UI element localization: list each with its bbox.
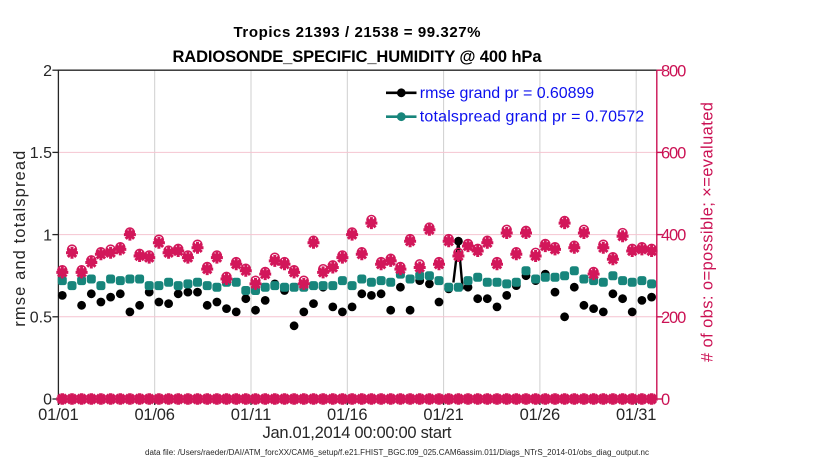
svg-text:01/21: 01/21 <box>423 406 464 424</box>
svg-text:01/01: 01/01 <box>38 406 79 424</box>
svg-text:totalspread grand pr = 0.70572: totalspread grand pr = 0.70572 <box>420 109 644 126</box>
svg-text:data file: /Users/raeder/DAI/A: data file: /Users/raeder/DAI/ATM_forcXX/… <box>145 448 649 457</box>
svg-text:800: 800 <box>661 62 686 80</box>
svg-text:Jan.01,2014 00:00:00 start: Jan.01,2014 00:00:00 start <box>263 424 452 442</box>
svg-text:01/16: 01/16 <box>327 406 368 424</box>
svg-text:1: 1 <box>43 227 52 244</box>
svg-text:0: 0 <box>43 392 52 409</box>
svg-text:400: 400 <box>661 227 686 245</box>
svg-text:200: 200 <box>661 309 686 327</box>
svg-text:# of obs: o=possible; ×=evalua: # of obs: o=possible; ×=evaluated <box>699 102 717 362</box>
svg-text:01/31: 01/31 <box>616 406 657 424</box>
svg-text:2: 2 <box>43 63 52 80</box>
svg-text:Tropics 21393 / 21538 = 99.327: Tropics 21393 / 21538 = 99.327% <box>234 24 481 41</box>
svg-text:0: 0 <box>661 391 670 409</box>
svg-text:1.5: 1.5 <box>30 145 52 162</box>
svg-text:0.5: 0.5 <box>30 310 52 327</box>
svg-text:01/11: 01/11 <box>231 406 272 424</box>
svg-text:01/06: 01/06 <box>134 406 175 424</box>
svg-text:600: 600 <box>661 145 686 163</box>
svg-text:01/26: 01/26 <box>520 406 561 424</box>
svg-text:rmse grand pr = 0.60899: rmse grand pr = 0.60899 <box>420 85 594 102</box>
svg-text:RADIOSONDE_SPECIFIC_HUMIDITY @: RADIOSONDE_SPECIFIC_HUMIDITY @ 400 hPa <box>173 48 543 66</box>
